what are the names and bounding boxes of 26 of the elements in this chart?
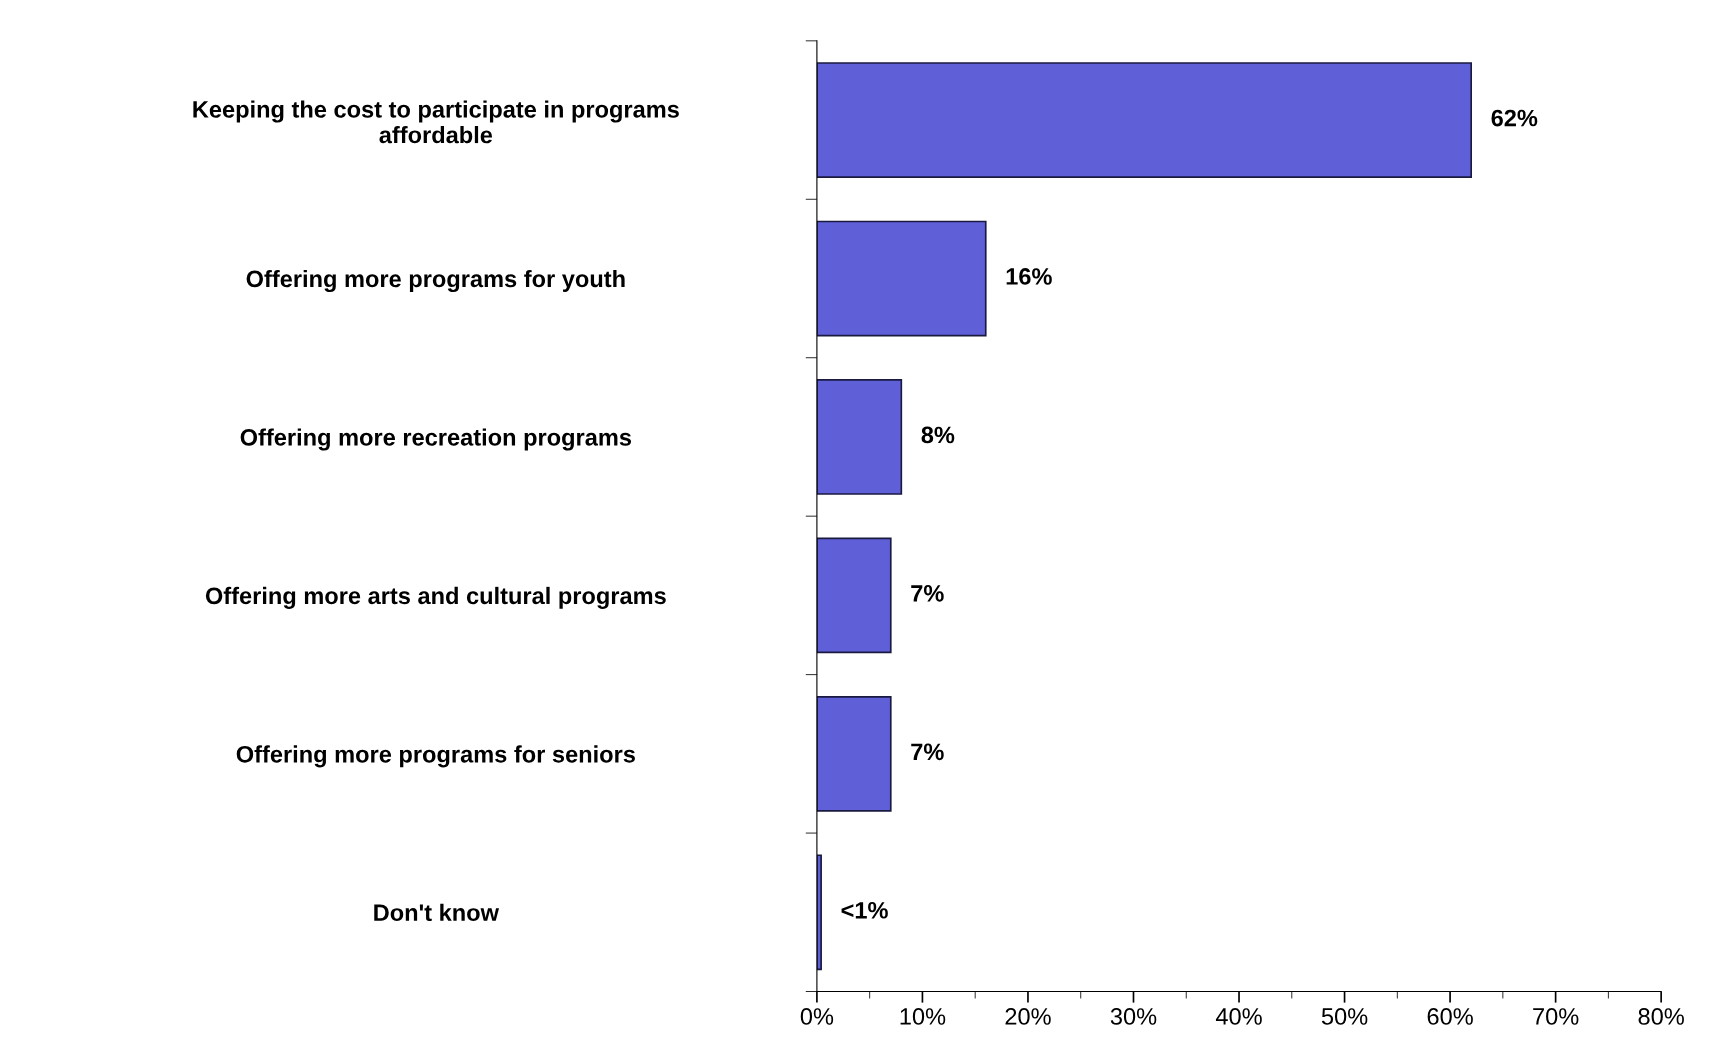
x-tick-label: 20% xyxy=(1005,1008,1051,1025)
data-label: 62% xyxy=(1491,109,1538,127)
x-tick-label: 70% xyxy=(1533,1008,1579,1025)
bar xyxy=(816,220,987,337)
x-tick-label: 10% xyxy=(900,1008,946,1025)
x-tick-label: 50% xyxy=(1321,1008,1368,1025)
bar xyxy=(816,62,1473,178)
data-label: 16% xyxy=(1006,268,1052,285)
data-label: <1% xyxy=(841,901,888,919)
y-tick-label: Offering more programs for youth xyxy=(246,269,625,293)
data-label: 7% xyxy=(911,585,944,602)
y-tick-label: Offering more arts and cultural programs xyxy=(205,586,666,609)
y-tick-label: Keeping the cost to participate in programs affordable xyxy=(193,100,679,144)
x-tick-label: 30% xyxy=(1110,1008,1157,1025)
x-tick-label: 80% xyxy=(1638,1008,1684,1025)
y-tick-label: Offering more programs for seniors xyxy=(236,745,635,768)
x-tick-label: 40% xyxy=(1215,1008,1262,1025)
y-tick-label: Don't know xyxy=(374,903,500,922)
data-label: 7% xyxy=(911,743,944,761)
bar xyxy=(816,537,892,654)
y-tick-label: Offering more recreation programs xyxy=(240,428,632,451)
data-label: 8% xyxy=(921,426,955,444)
x-tick-label: 60% xyxy=(1427,1008,1473,1025)
x-tick-label: 0% xyxy=(800,1008,834,1025)
bar xyxy=(816,379,903,495)
bar xyxy=(816,695,892,812)
